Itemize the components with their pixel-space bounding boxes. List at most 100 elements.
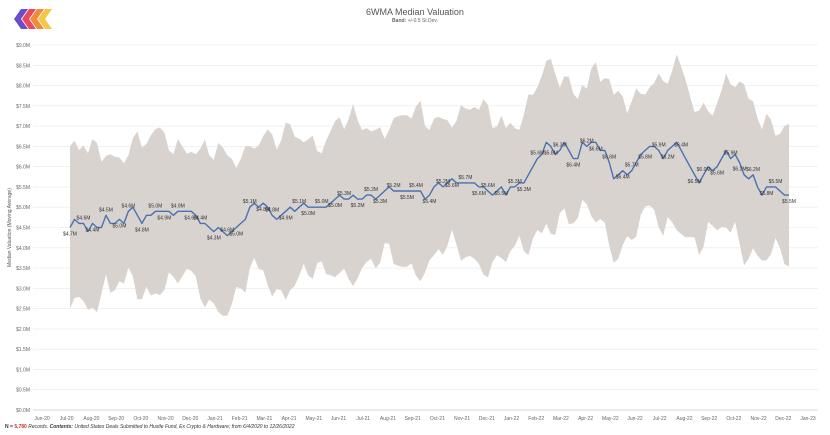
- data-label: $4.6M: [77, 215, 91, 221]
- x-tick-label: Sep-20: [108, 416, 124, 422]
- data-label: $5.6M: [710, 171, 724, 177]
- data-label: $6.4M: [674, 142, 688, 148]
- data-label: $5.8M: [638, 154, 652, 160]
- data-label: $6.2M: [733, 167, 747, 173]
- x-tick-label: Jul-22: [653, 416, 667, 422]
- data-label: $6.3M: [553, 142, 567, 148]
- x-tick-label: Oct-20: [133, 416, 148, 422]
- band-label: Band:: [392, 18, 407, 24]
- x-tick-label: Jun-22: [627, 416, 643, 422]
- data-label: $5.0M: [301, 211, 315, 217]
- data-label: $5.3M: [337, 191, 351, 197]
- data-label: $5.2M: [387, 183, 401, 189]
- x-tick-label: Aug-22: [676, 416, 692, 422]
- y-tick-label: $9.0M: [16, 43, 30, 49]
- footer-records: Records.: [28, 424, 49, 430]
- x-tick-label: Nov-20: [157, 416, 173, 422]
- x-tick-label: Nov-21: [454, 416, 470, 422]
- chart-subtitle: Band: +/-0.5 St.Dev.: [0, 18, 830, 24]
- x-tick-label: May-21: [305, 416, 322, 422]
- data-label: $4.4M: [86, 227, 100, 233]
- x-tick-label: May-22: [602, 416, 619, 422]
- y-tick-label: $7.0M: [16, 124, 30, 130]
- data-label: $4.6M: [121, 203, 135, 209]
- data-label: $6.4M: [566, 163, 580, 169]
- data-label: $5.7M: [458, 175, 472, 181]
- chart-header: 6WMA Median Valuation Band: +/-0.5 St.De…: [0, 7, 830, 24]
- data-label: $5.5M: [494, 191, 508, 197]
- data-label: $4.9M: [279, 215, 293, 221]
- data-label: $5.0M: [229, 232, 243, 238]
- x-tick-label: Jan-21: [207, 416, 223, 422]
- y-tick-label: $6.0M: [16, 165, 30, 171]
- data-label: $5.3M: [373, 199, 387, 205]
- data-label: $6.2M: [661, 154, 675, 160]
- x-tick-label: Sep-22: [701, 416, 717, 422]
- data-label: $4.4M: [193, 215, 207, 221]
- y-tick-label: $8.0M: [16, 84, 30, 90]
- x-tick-label: Apr-22: [578, 416, 593, 422]
- data-label: $5.8M: [760, 191, 774, 197]
- data-label: $5.9M: [652, 142, 666, 148]
- x-tick-label: Jan-23: [800, 416, 816, 422]
- data-label: $4.6M: [220, 228, 234, 234]
- x-tick-label: Jun-20: [34, 416, 50, 422]
- y-tick-label: $4.5M: [16, 226, 30, 232]
- y-tick-label: $7.5M: [16, 104, 30, 110]
- chart-title: 6WMA Median Valuation: [366, 7, 464, 17]
- y-tick-label: $5.0M: [16, 205, 30, 211]
- data-label: $5.1M: [243, 199, 257, 205]
- x-tick-label: Oct-22: [726, 416, 741, 422]
- band-value: +/-0.5 St.Dev.: [407, 18, 438, 24]
- data-label: $5.7M: [625, 163, 639, 169]
- data-label: $6.2M: [746, 167, 760, 173]
- data-label: $4.5M: [99, 207, 113, 213]
- x-tick-label: Oct-21: [430, 416, 445, 422]
- data-label: $5.6M: [530, 151, 544, 157]
- x-tick-label: Aug-21: [380, 416, 396, 422]
- y-tick-label: $1.0M: [16, 367, 30, 373]
- data-label: $5.3M: [517, 187, 531, 193]
- data-label: $4.8M: [256, 207, 270, 213]
- x-tick-label: Jan-22: [504, 416, 520, 422]
- data-label: $5.0M: [328, 203, 342, 209]
- y-tick-label: $4.0M: [16, 246, 30, 252]
- x-tick-label: Aug-20: [83, 416, 99, 422]
- y-tick-label: $2.0M: [16, 327, 30, 333]
- data-label: $5.5M: [400, 195, 414, 201]
- data-label: $6.0M: [697, 167, 711, 173]
- footer-n-prefix: N =: [5, 424, 13, 430]
- data-label: $5.8M: [544, 150, 558, 156]
- data-label: $5.4M: [409, 183, 423, 189]
- data-label: $5.2M: [364, 187, 378, 193]
- data-label: $5.5M: [782, 199, 796, 205]
- data-label: $6.2M: [580, 138, 594, 144]
- data-label: $5.0M: [315, 199, 329, 205]
- x-tick-label: Dec-20: [182, 416, 198, 422]
- data-label: $4.3M: [207, 236, 221, 242]
- footer-n-value: 5,780: [14, 424, 27, 430]
- data-label: $5.3M: [508, 179, 522, 185]
- x-tick-label: Mar-21: [256, 416, 272, 422]
- data-label: $5.6M: [472, 191, 486, 197]
- y-tick-label: $5.5M: [16, 185, 30, 191]
- y-tick-label: $1.5M: [16, 347, 30, 353]
- x-tick-label: Dec-21: [479, 416, 495, 422]
- data-label: $5.9M: [724, 151, 738, 157]
- data-label: $5.5M: [769, 179, 783, 185]
- footer-contents-label: Contents:: [49, 424, 73, 430]
- data-label: $5.1M: [292, 199, 306, 205]
- y-axis-title: Median Valuation (Moving Average): [7, 188, 13, 267]
- data-label: $6.4M: [616, 175, 630, 181]
- data-label: $5.2M: [351, 203, 365, 209]
- data-label: $6.6M: [602, 155, 616, 161]
- x-tick-label: Jul-20: [60, 416, 74, 422]
- x-tick-label: Feb-22: [528, 416, 544, 422]
- data-label: $5.6M: [481, 183, 495, 189]
- y-tick-label: $8.5M: [16, 63, 30, 69]
- x-tick-label: Sep-21: [405, 416, 421, 422]
- data-label: $4.7M: [63, 232, 77, 238]
- data-label: $4.8M: [265, 207, 279, 213]
- x-tick-label: Dec-22: [775, 416, 791, 422]
